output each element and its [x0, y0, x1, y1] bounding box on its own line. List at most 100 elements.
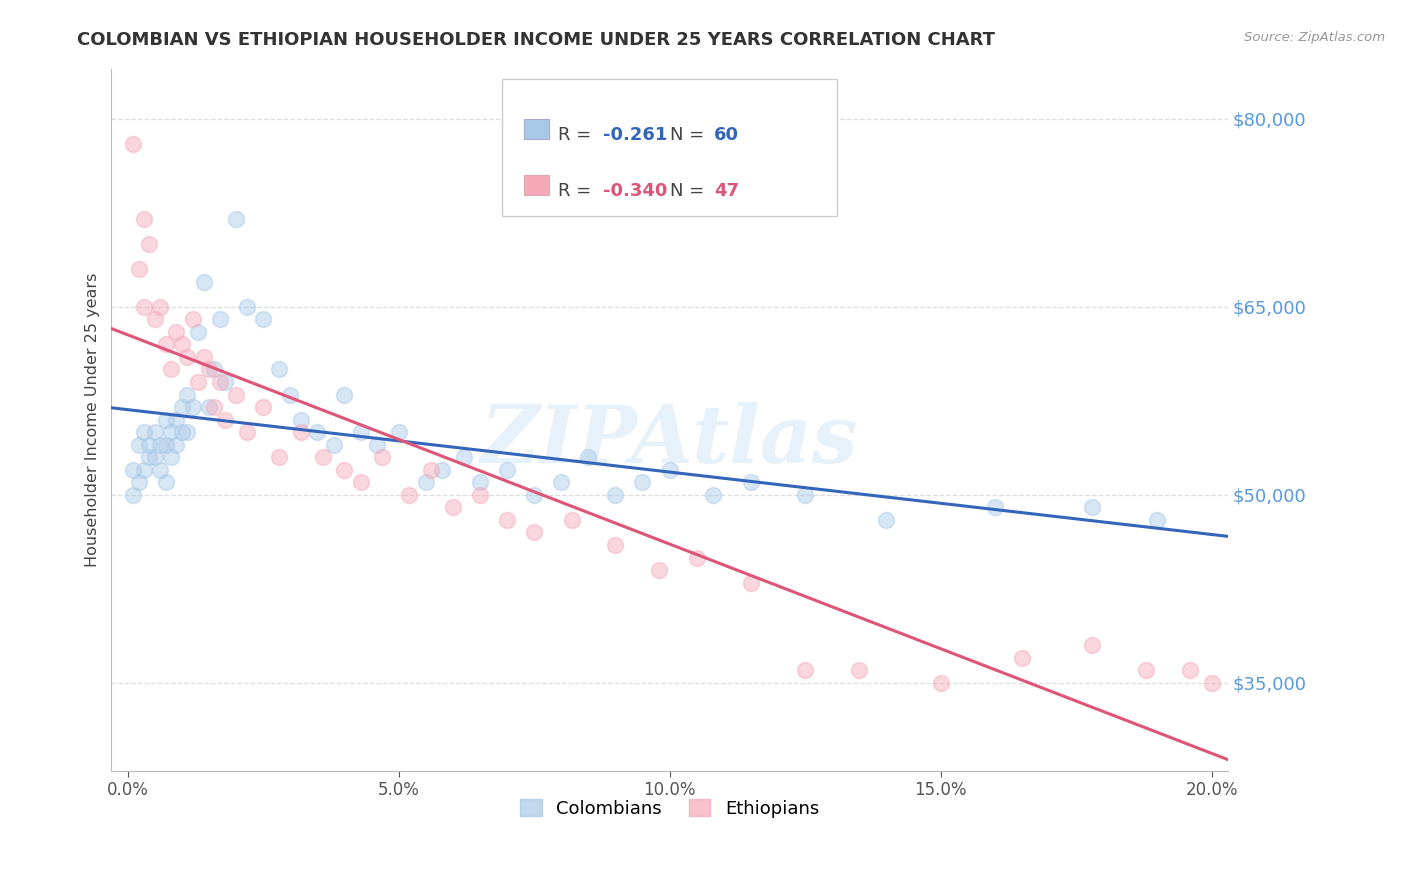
Point: [468, 475, 491, 490]
Point: [149, 463, 172, 477]
Text: 47: 47: [714, 182, 740, 201]
Point: [122, 136, 145, 151]
Point: [658, 463, 681, 477]
Point: [496, 513, 519, 527]
Point: [290, 425, 312, 439]
Point: [128, 475, 150, 490]
Point: [398, 488, 420, 502]
Text: ZIPAtlas: ZIPAtlas: [481, 402, 858, 479]
Point: [132, 425, 155, 439]
Text: N =: N =: [669, 182, 710, 201]
Text: -0.340: -0.340: [603, 182, 666, 201]
Point: [202, 362, 225, 376]
Point: [269, 362, 291, 376]
Point: [214, 375, 236, 389]
Point: [420, 463, 443, 477]
Point: [1178, 664, 1201, 678]
Point: [176, 425, 198, 439]
Text: COLOMBIAN VS ETHIOPIAN HOUSEHOLDER INCOME UNDER 25 YEARS CORRELATION CHART: COLOMBIAN VS ETHIOPIAN HOUSEHOLDER INCOM…: [77, 31, 995, 49]
Point: [143, 450, 166, 465]
Point: [740, 475, 762, 490]
Point: [138, 438, 160, 452]
Text: R =: R =: [558, 182, 598, 201]
Point: [388, 425, 411, 439]
Point: [149, 300, 172, 314]
Point: [333, 387, 356, 401]
Point: [848, 664, 870, 678]
Y-axis label: Householder Income Under 25 years: Householder Income Under 25 years: [86, 272, 100, 566]
Point: [686, 550, 709, 565]
Point: [198, 400, 221, 414]
Point: [236, 425, 259, 439]
Point: [225, 211, 247, 226]
FancyBboxPatch shape: [524, 175, 548, 195]
Point: [523, 525, 546, 540]
Point: [350, 425, 373, 439]
Point: [984, 500, 1007, 515]
Point: [122, 488, 145, 502]
Point: [193, 350, 215, 364]
Point: [202, 400, 225, 414]
Point: [371, 450, 394, 465]
Point: [128, 438, 150, 452]
Point: [138, 237, 160, 252]
Point: [128, 262, 150, 277]
Text: 60: 60: [714, 126, 740, 145]
Point: [155, 438, 177, 452]
Point: [160, 362, 183, 376]
Point: [160, 425, 183, 439]
Point: [702, 488, 724, 502]
Point: [149, 438, 172, 452]
Point: [1135, 664, 1157, 678]
Point: [415, 475, 437, 490]
Point: [208, 312, 231, 326]
Point: [176, 350, 198, 364]
FancyBboxPatch shape: [502, 79, 837, 216]
Point: [187, 325, 209, 339]
Point: [170, 425, 193, 439]
Point: [252, 312, 274, 326]
Point: [269, 450, 291, 465]
Point: [170, 400, 193, 414]
Point: [441, 500, 464, 515]
Point: [181, 400, 204, 414]
Point: [290, 412, 312, 426]
Point: [155, 412, 177, 426]
Point: [236, 300, 259, 314]
Point: [322, 438, 344, 452]
Point: [366, 438, 388, 452]
Point: [794, 488, 817, 502]
Point: [143, 425, 166, 439]
Point: [187, 375, 209, 389]
Point: [496, 463, 519, 477]
Point: [631, 475, 654, 490]
Point: [307, 425, 329, 439]
Point: [1081, 500, 1104, 515]
Point: [225, 387, 247, 401]
Point: [875, 513, 897, 527]
Point: [350, 475, 373, 490]
Point: [198, 362, 221, 376]
Point: [1146, 513, 1168, 527]
Point: [312, 450, 335, 465]
Point: [181, 312, 204, 326]
Point: [132, 211, 155, 226]
Point: [468, 488, 491, 502]
Point: [430, 463, 453, 477]
Point: [160, 450, 183, 465]
Text: R =: R =: [558, 126, 598, 145]
FancyBboxPatch shape: [524, 119, 548, 139]
Point: [176, 387, 198, 401]
Point: [794, 664, 817, 678]
Point: [576, 450, 599, 465]
Point: [1011, 650, 1033, 665]
Text: -0.261: -0.261: [603, 126, 666, 145]
Point: [605, 538, 627, 552]
Point: [929, 676, 952, 690]
Text: N =: N =: [669, 126, 710, 145]
Point: [132, 300, 155, 314]
Point: [252, 400, 274, 414]
Point: [165, 325, 187, 339]
Point: [122, 463, 145, 477]
Text: Source: ZipAtlas.com: Source: ZipAtlas.com: [1244, 31, 1385, 45]
